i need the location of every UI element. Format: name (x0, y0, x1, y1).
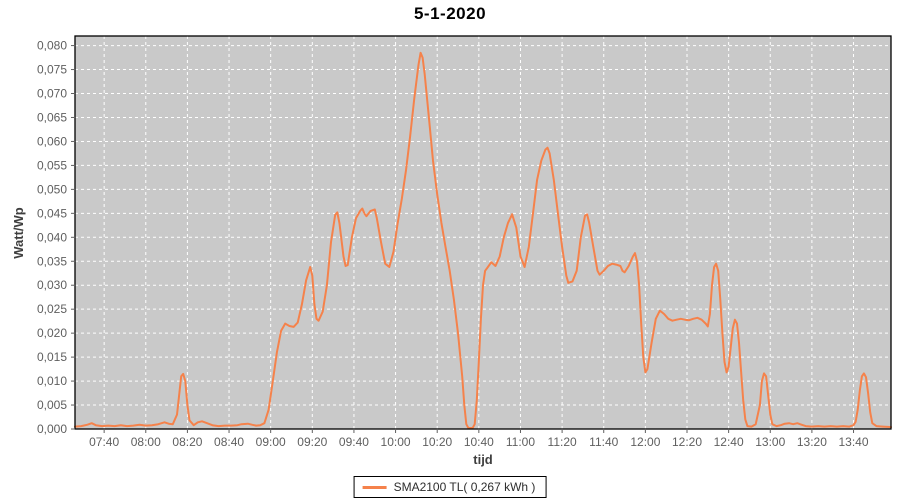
x-tick-label: 09:20 (297, 435, 327, 449)
legend: SMA2100 TL( 0,267 kWh ) (353, 476, 547, 498)
x-tick-label: 09:40 (339, 435, 369, 449)
x-tick-label: 07:40 (89, 435, 119, 449)
x-axis-label: tijd (473, 452, 493, 467)
x-tick-label: 10:20 (422, 435, 452, 449)
y-tick-label: 0,010 (37, 374, 67, 388)
x-tick-label: 13:00 (755, 435, 785, 449)
y-tick-label: 0,025 (37, 302, 67, 316)
plot-border (74, 35, 892, 430)
x-tick-label: 13:40 (839, 435, 869, 449)
x-tick-label: 12:40 (714, 435, 744, 449)
chart-title: 5-1-2020 (413, 4, 487, 23)
legend-label: SMA2100 TL( 0,267 kWh ) (393, 480, 536, 494)
x-tick-label: 12:20 (672, 435, 702, 449)
y-tick-label: 0,050 (37, 182, 67, 196)
y-tick-label: 0,065 (37, 110, 67, 124)
y-tick-label: 0,020 (37, 326, 67, 340)
y-tick-label: 0,060 (37, 134, 67, 148)
x-tick-label: 09:00 (256, 435, 286, 449)
y-tick-label: 0,080 (37, 39, 67, 53)
y-tick-label: 0,045 (37, 206, 67, 220)
x-tick-label: 08:20 (172, 435, 202, 449)
x-tick-label: 11:20 (548, 435, 577, 449)
x-tick-label: 11:00 (506, 435, 535, 449)
y-tick-label: 0,040 (37, 230, 67, 244)
y-tick-label: 0,015 (37, 350, 67, 364)
plot-background (75, 36, 891, 429)
y-tick-label: 0,030 (37, 278, 67, 292)
y-tick-label: 0,075 (37, 63, 67, 77)
x-tick-label: 08:40 (214, 435, 244, 449)
legend-line-swatch (362, 485, 387, 489)
y-tick-label: 0,035 (37, 254, 67, 268)
y-tick-label: 0,070 (37, 87, 67, 101)
x-tick-label: 10:40 (464, 435, 494, 449)
x-tick-label: 11:40 (589, 435, 618, 449)
x-tick-label: 08:00 (131, 435, 161, 449)
x-tick-label: 10:00 (381, 435, 411, 449)
y-tick-label: 0,005 (37, 398, 67, 412)
x-tick-label: 13:20 (797, 435, 827, 449)
y-tick-label: 0,055 (37, 158, 67, 172)
series-line (74, 51, 892, 429)
x-tick-label: 12:00 (630, 435, 660, 449)
y-axis-label: Watt/Wp (11, 207, 26, 259)
y-tick-label: 0,000 (37, 422, 67, 436)
